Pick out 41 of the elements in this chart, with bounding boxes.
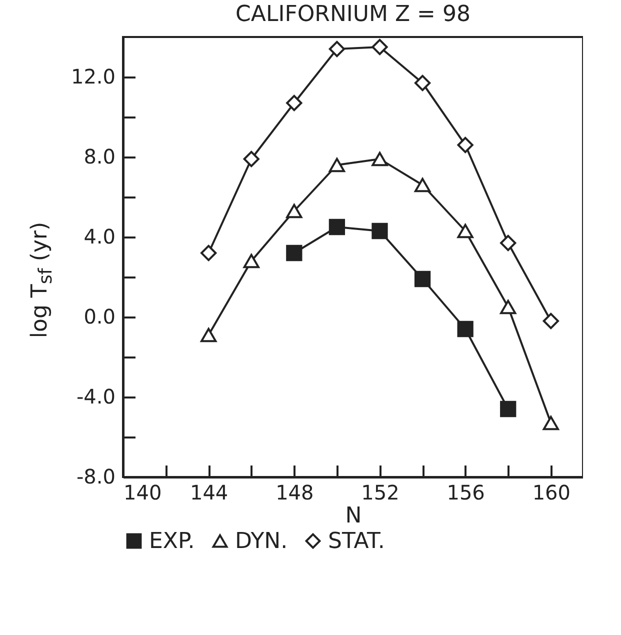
point: [500, 300, 516, 314]
x-axis-title: N: [345, 504, 362, 528]
point: [243, 150, 260, 168]
y-tick-label: 12.0: [70, 64, 116, 88]
point: [372, 38, 388, 56]
x-tick-label: 140: [124, 480, 162, 504]
point: [372, 152, 388, 166]
y-tick-label: -8.0: [76, 464, 116, 488]
y-tick-label: 4.0: [84, 224, 116, 248]
point: [542, 312, 559, 330]
legend-label: DYN.: [235, 529, 288, 554]
y-tick-label: -4.0: [76, 384, 116, 408]
point: [457, 224, 474, 238]
legend-label: EXP.: [149, 529, 195, 554]
point: [372, 222, 388, 240]
point: [500, 234, 516, 252]
point: [286, 244, 302, 262]
chart-title: CALIFORNIUM Z = 98: [236, 2, 470, 27]
point: [328, 40, 346, 58]
point: [542, 416, 559, 430]
point: [200, 244, 217, 262]
point: [328, 218, 346, 236]
x-tick-label: 160: [532, 480, 570, 504]
point: [286, 94, 302, 112]
point: [457, 136, 474, 154]
y-tick-label: 0.0: [84, 304, 116, 328]
point: [414, 178, 431, 192]
point: [200, 328, 217, 342]
x-tick-label: 156: [446, 480, 485, 504]
point: [414, 74, 431, 92]
point: [243, 254, 260, 268]
point: [328, 158, 346, 172]
x-tick-label: 152: [361, 480, 400, 504]
legend-label: STAT.: [328, 529, 385, 554]
point: [414, 270, 431, 288]
point: [286, 204, 302, 218]
x-tick-label: 144: [190, 480, 228, 504]
x-tick-label: 148: [276, 480, 314, 504]
y-tick-label: 8.0: [84, 144, 116, 168]
point: [500, 400, 516, 418]
point: [457, 320, 474, 338]
